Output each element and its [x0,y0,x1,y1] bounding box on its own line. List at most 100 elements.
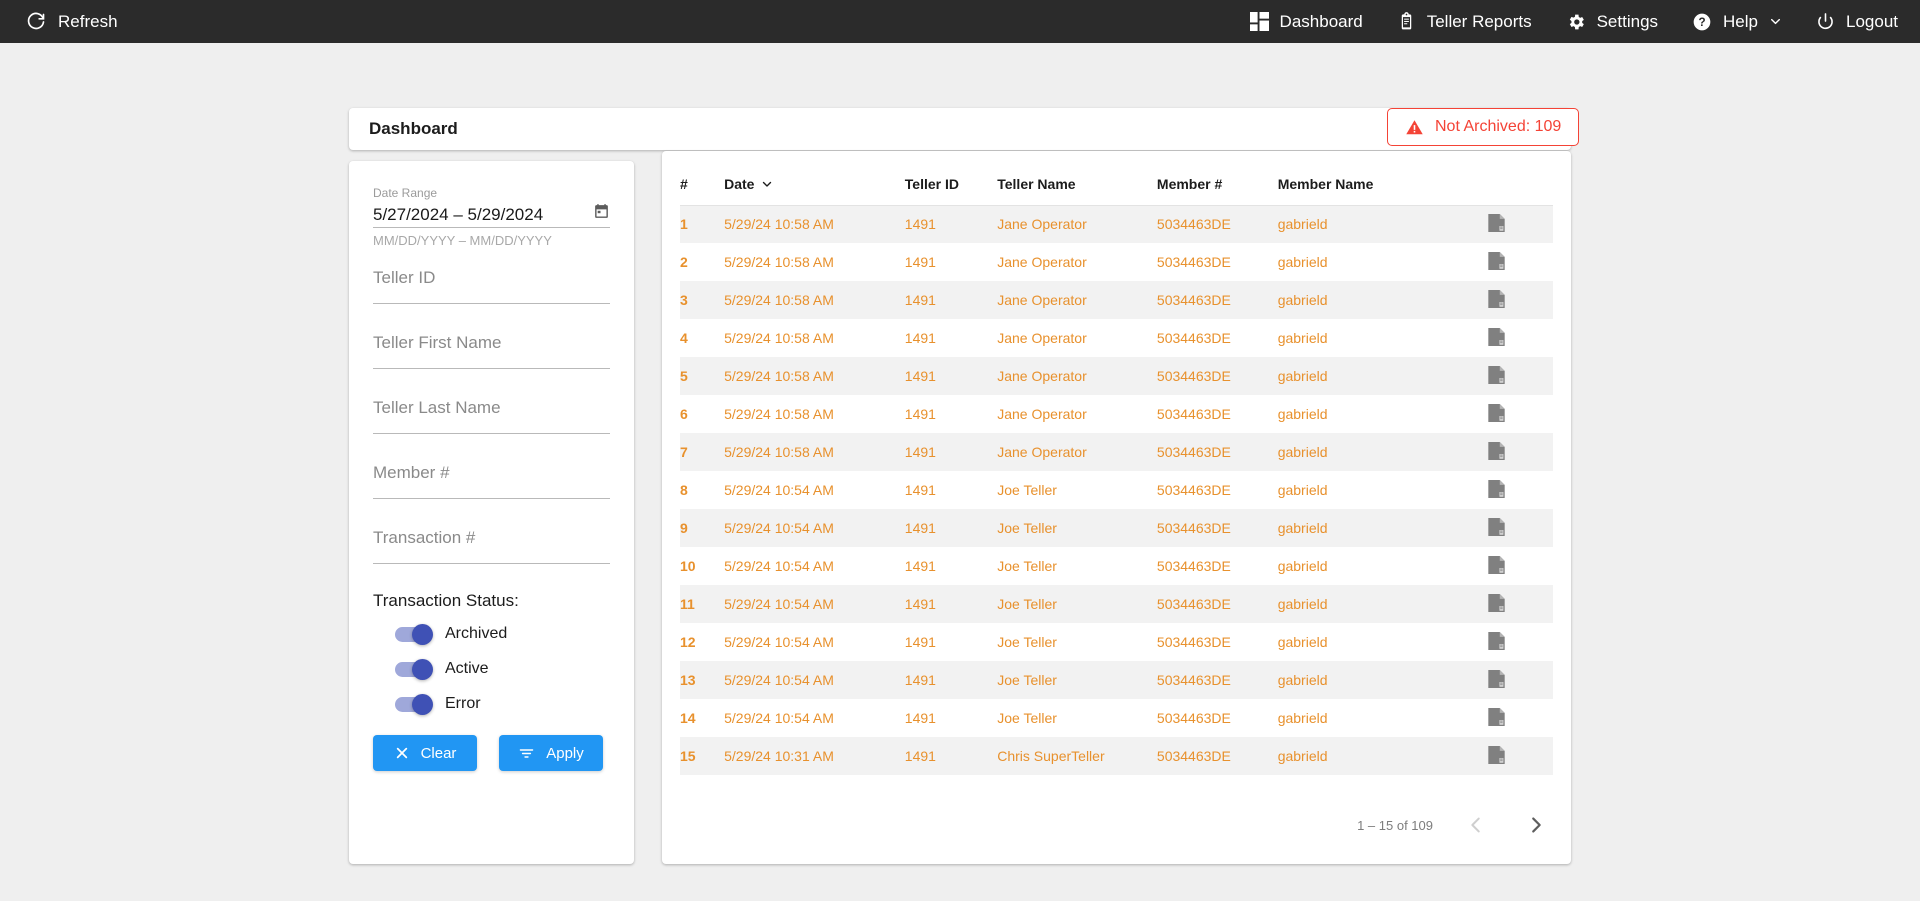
nav-item-dashboard[interactable]: Dashboard [1249,11,1363,32]
document-icon[interactable] [1488,289,1505,311]
table-body: 1 5/29/24 10:58 AM 1491 Jane Operator 503446… [680,205,1553,775]
document-icon[interactable] [1488,517,1505,539]
table-row[interactable]: 5 5/29/24 10:58 AM 1491 Jane Operator 503446… [680,357,1553,395]
apply-button[interactable]: Apply [499,735,603,771]
cell-member-name: gabrield [1277,672,1328,688]
nav-item-teller-reports[interactable]: Teller Reports [1397,12,1532,32]
cell-member-name: gabrield [1277,406,1328,422]
document-icon[interactable] [1488,593,1505,615]
table-row[interactable]: 2 5/29/24 10:58 AM 1491 Jane Operator 503446… [680,243,1553,281]
toggle-row-archived[interactable]: Archived [373,623,610,645]
teller-id-input[interactable]: Teller ID [373,266,610,304]
table-row[interactable]: 3 5/29/24 10:58 AM 1491 Jane Operator 503446… [680,281,1553,319]
cell-document[interactable] [1488,319,1553,357]
cell-document[interactable] [1488,243,1553,281]
clear-button[interactable]: Clear [373,735,477,771]
date-range-field[interactable]: Date Range 5/27/2024 – 5/29/2024 MM/DD/Y… [373,185,610,251]
toggle-row-active[interactable]: Active [373,658,610,680]
toggle-archived[interactable] [395,623,433,645]
toggle-error[interactable] [395,693,433,715]
calendar-icon[interactable] [593,203,610,225]
member-number-input[interactable]: Member # [373,461,610,499]
cell-document[interactable] [1488,281,1553,319]
table-row[interactable]: 1 5/29/24 10:58 AM 1491 Jane Operator 503446… [680,205,1553,243]
table-row[interactable]: 11 5/29/24 10:54 AM 1491 Joe Teller 5034463D… [680,585,1553,623]
teller-first-name-input[interactable]: Teller First Name [373,331,610,369]
not-archived-badge[interactable]: Not Archived: 109 [1387,108,1580,146]
column-header-date[interactable]: Date [724,163,905,206]
column-header-member-num[interactable]: Member # [1156,163,1278,206]
nav-item-settings[interactable]: Settings [1566,12,1658,32]
nav-item-help[interactable]: ? Help [1692,12,1782,32]
toggle-label-error: Error [445,695,481,712]
cell-document[interactable] [1488,471,1553,509]
document-icon[interactable] [1488,327,1505,349]
cell-member-num: 5034463DE [1156,748,1231,764]
cell-date: 5/29/24 10:58 AM [724,216,834,233]
document-icon[interactable] [1488,669,1505,691]
nav-label-teller-reports: Teller Reports [1426,11,1532,31]
nav-label-dashboard: Dashboard [1279,11,1363,31]
cell-member-num: 5034463DE [1156,216,1231,233]
table-row[interactable]: 6 5/29/24 10:58 AM 1491 Jane Operator 503446… [680,395,1553,433]
cell-teller-name: Jane Operator [997,292,1087,308]
refresh-button[interactable]: Refresh [26,12,118,32]
date-range-value[interactable]: 5/27/2024 – 5/29/2024 [373,202,610,228]
power-icon [1816,12,1835,31]
table-row[interactable]: 14 5/29/24 10:54 AM 1491 Joe Teller 5034463D… [680,699,1553,737]
document-icon[interactable] [1488,365,1505,387]
cell-index: 9 [680,520,688,536]
document-icon[interactable] [1488,745,1505,767]
column-header-teller-id[interactable]: Teller ID [904,163,998,206]
cell-teller-id: 1491 [904,406,936,422]
cell-teller-id: 1491 [904,596,936,612]
main-content: Dashboard Not Archived: 109 Date Range 5… [0,43,1920,901]
document-icon[interactable] [1488,213,1505,235]
toggle-active[interactable] [395,658,433,680]
page-title-card: Dashboard [349,108,1571,150]
cell-document[interactable] [1488,699,1553,737]
cell-document[interactable] [1488,509,1553,547]
cell-date: 5/29/24 10:54 AM [724,634,834,650]
cell-document[interactable] [1488,661,1553,699]
table-row[interactable]: 10 5/29/24 10:54 AM 1491 Joe Teller 5034463D… [680,547,1553,585]
document-icon[interactable] [1488,251,1505,273]
document-icon[interactable] [1488,403,1505,425]
document-icon[interactable] [1488,707,1505,729]
document-icon[interactable] [1488,479,1505,501]
cell-member-num: 5034463DE [1156,444,1231,460]
column-header-member-name[interactable]: Member Name [1277,163,1488,206]
date-range-hint: MM/DD/YYYY – MM/DD/YYYY [373,233,552,248]
paginator: 1 – 15 of 109 [1357,808,1553,842]
cell-document[interactable] [1488,433,1553,471]
transaction-number-input[interactable]: Transaction # [373,526,610,564]
teller-last-name-input[interactable]: Teller Last Name [373,396,610,434]
column-label-teller-name: Teller Name [997,175,1076,192]
cell-document[interactable] [1488,395,1553,433]
document-icon[interactable] [1488,555,1505,577]
cell-document[interactable] [1488,205,1553,243]
cell-teller-id: 1491 [904,634,936,650]
cell-date: 5/29/24 10:58 AM [724,330,834,346]
next-page-button[interactable] [1519,808,1553,842]
cell-document[interactable] [1488,357,1553,395]
cell-member-name: gabrield [1277,634,1328,650]
table-row[interactable]: 13 5/29/24 10:54 AM 1491 Joe Teller 5034463D… [680,661,1553,699]
table-row[interactable]: 7 5/29/24 10:58 AM 1491 Jane Operator 503446… [680,433,1553,471]
column-header-teller-name[interactable]: Teller Name [997,163,1157,206]
cell-document[interactable] [1488,547,1553,585]
document-icon[interactable] [1488,631,1505,653]
table-row[interactable]: 8 5/29/24 10:54 AM 1491 Joe Teller 5034463DE… [680,471,1553,509]
cell-document[interactable] [1488,737,1553,775]
toggle-row-error[interactable]: Error [373,693,610,715]
cell-document[interactable] [1488,623,1553,661]
nav-item-logout[interactable]: Logout [1816,12,1898,32]
table-row[interactable]: 9 5/29/24 10:54 AM 1491 Joe Teller 5034463DE… [680,509,1553,547]
cell-document[interactable] [1488,585,1553,623]
document-icon[interactable] [1488,441,1505,463]
previous-page-button[interactable] [1459,808,1493,842]
column-header-index[interactable]: # [680,163,725,206]
table-row[interactable]: 4 5/29/24 10:58 AM 1491 Jane Operator 503446… [680,319,1553,357]
table-row[interactable]: 12 5/29/24 10:54 AM 1491 Joe Teller 5034463D… [680,623,1553,661]
table-row[interactable]: 15 5/29/24 10:31 AM 1491 Chris SuperTeller 5… [680,737,1553,775]
